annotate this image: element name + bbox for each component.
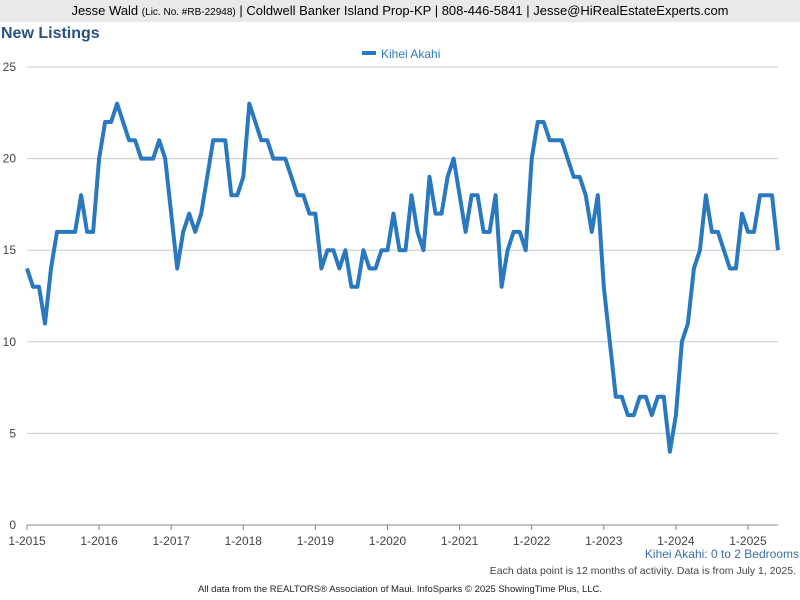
agent-header: Jesse Wald (Lic. No. #RB-22948) | Coldwe…: [0, 0, 800, 22]
x-tick-label: 1-2023: [585, 534, 623, 548]
y-tick-label: 10: [3, 335, 17, 349]
agent-name: Jesse Wald: [71, 3, 139, 18]
y-tick-label: 20: [3, 152, 17, 166]
x-tick-label: 1-2015: [8, 534, 46, 548]
agent-details: | Coldwell Banker Island Prop-KP | 808-4…: [239, 3, 729, 18]
x-tick-label: 1-2017: [153, 534, 191, 548]
y-tick-label: 15: [3, 243, 17, 257]
x-tick-label: 1-2022: [513, 534, 551, 548]
x-tick-label: 1-2020: [369, 534, 407, 548]
y-tick-label: 5: [9, 426, 16, 440]
x-tick-label: 1-2019: [297, 534, 335, 548]
legend-label: Kihei Akahi: [381, 47, 440, 61]
x-tick-label: 1-2025: [729, 534, 767, 548]
x-tick-label: 1-2018: [225, 534, 263, 548]
chart-subtitle: Kihei Akahi: 0 to 2 Bedrooms: [644, 547, 799, 561]
x-tick-label: 1-2016: [80, 534, 118, 548]
footer-credit: All data from the REALTORS® Association …: [197, 584, 603, 595]
agent-license: (Lic. No. #RB-22948): [141, 7, 236, 18]
data-note: Each data point is 12 months of activity…: [489, 565, 796, 577]
y-tick-label: 25: [3, 60, 17, 74]
page-title: New Listings: [1, 25, 100, 42]
legend-swatch: [362, 51, 376, 55]
series-line-kihei-akahi: [25, 101, 780, 454]
x-tick-label: 1-2024: [657, 534, 695, 548]
x-tick-label: 1-2021: [441, 534, 479, 548]
y-tick-label: 0: [9, 518, 16, 532]
